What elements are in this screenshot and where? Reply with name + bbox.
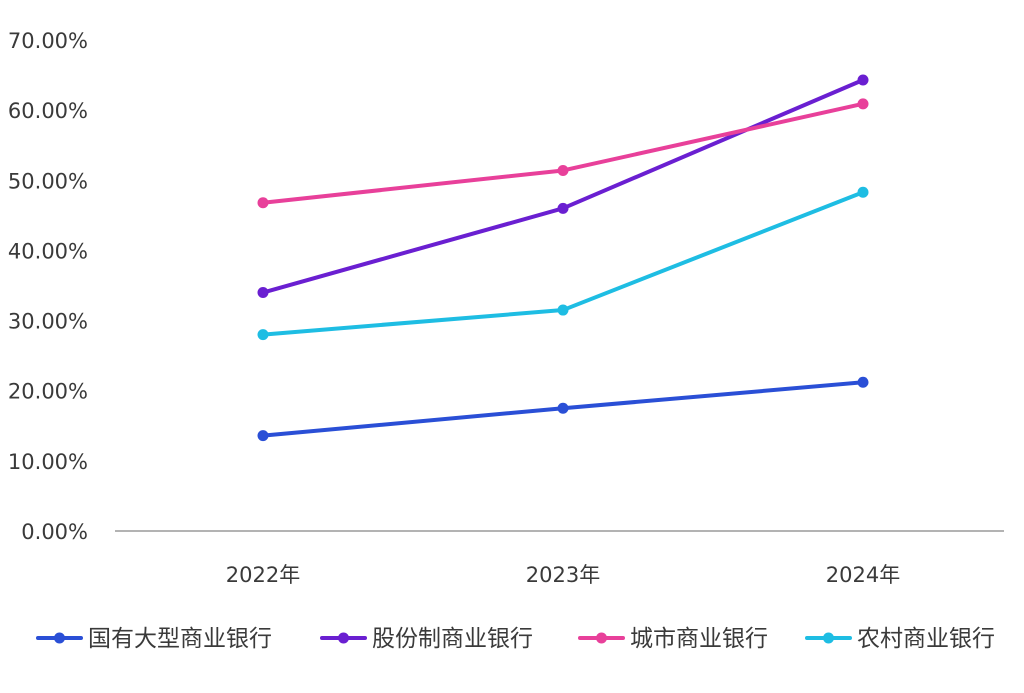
y-tick-label: 70.00%	[8, 29, 88, 53]
y-tick-label: 20.00%	[8, 380, 88, 404]
x-tick-label: 2023年	[526, 563, 600, 587]
series-2	[257, 74, 869, 299]
series-1	[257, 376, 869, 442]
legend-label: 农村商业银行	[857, 626, 995, 652]
legend: 国有大型商业银行 股份制商业银行 城市商业银行 农村商业银行	[36, 626, 995, 652]
data-point	[857, 98, 869, 110]
data-point	[857, 186, 869, 198]
series-lines	[257, 74, 869, 442]
y-tick-label: 40.00%	[8, 239, 88, 263]
data-point	[557, 164, 569, 176]
legend-marker	[338, 632, 349, 644]
legend-label: 股份制商业银行	[372, 626, 533, 652]
data-point	[257, 430, 269, 442]
legend-item: 股份制商业银行	[320, 626, 533, 652]
x-axis-ticks: 2022年 2023年 2024年	[226, 563, 900, 587]
legend-marker	[54, 632, 65, 644]
legend-label: 城市商业银行	[630, 626, 768, 652]
data-point	[257, 329, 269, 341]
legend-item: 农村商业银行	[805, 626, 995, 652]
data-point	[557, 304, 569, 316]
data-point	[257, 287, 269, 299]
y-axis-ticks: 0.00% 10.00% 20.00% 30.00% 40.00% 50.00% 60.00…	[8, 29, 88, 544]
data-point	[857, 74, 869, 86]
x-tick-label: 2024年	[826, 563, 900, 587]
legend-marker	[596, 632, 607, 644]
series-3	[257, 98, 869, 209]
y-tick-label: 30.00%	[8, 310, 88, 334]
legend-marker	[823, 632, 834, 644]
legend-label: 国有大型商业银行	[88, 626, 272, 652]
y-tick-label: 50.00%	[8, 169, 88, 193]
series-line	[261, 77, 865, 295]
x-tick-label: 2022年	[226, 563, 300, 587]
y-tick-label: 60.00%	[8, 99, 88, 123]
data-point	[257, 197, 269, 209]
data-point	[557, 202, 569, 214]
y-tick-label: 0.00%	[21, 520, 88, 544]
data-point	[557, 402, 569, 414]
series-4	[257, 186, 869, 341]
legend-item: 城市商业银行	[578, 626, 768, 652]
data-point	[857, 376, 869, 388]
legend-item: 国有大型商业银行	[36, 626, 272, 652]
y-tick-label: 10.00%	[8, 450, 88, 474]
